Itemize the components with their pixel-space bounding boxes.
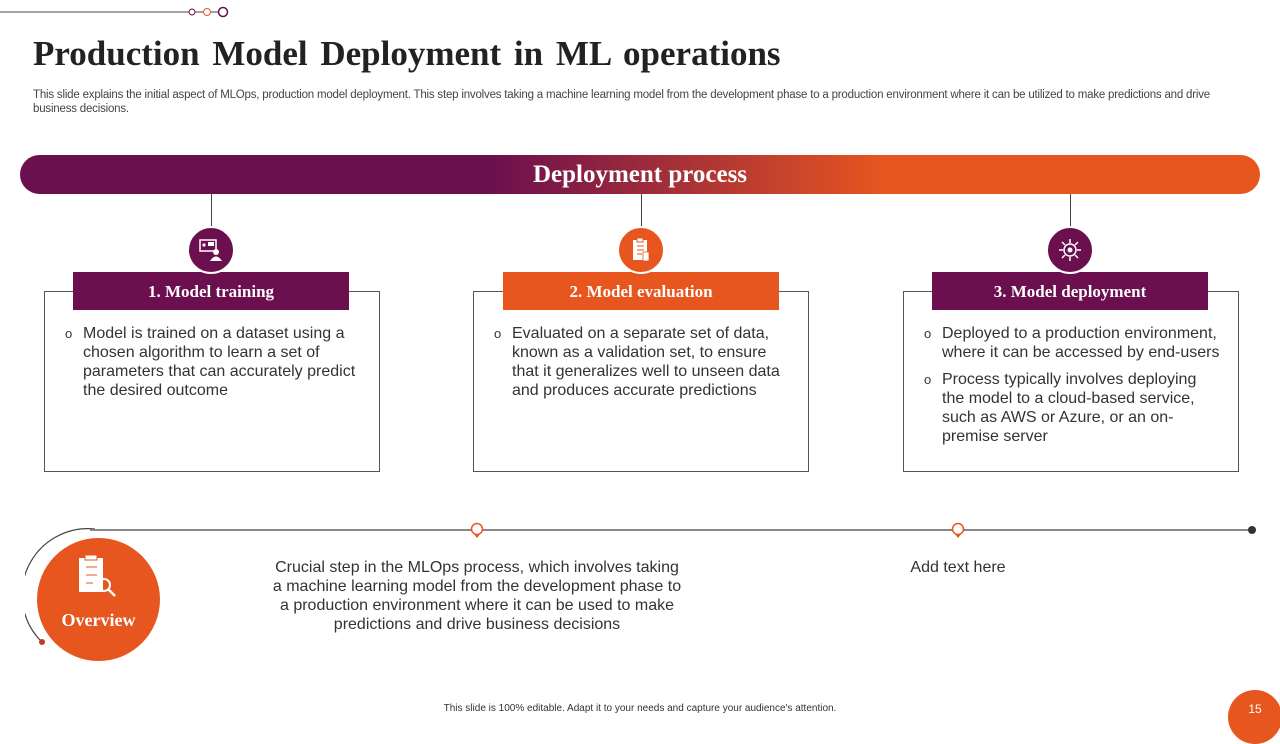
target-gear-icon xyxy=(1046,226,1094,274)
decorative-header-line xyxy=(0,6,229,18)
map-pin-icon xyxy=(470,522,484,538)
connector-line xyxy=(211,194,212,226)
deployment-process-banner: Deployment process xyxy=(20,155,1260,194)
connector-line xyxy=(641,194,642,226)
checklist-icon xyxy=(617,226,665,274)
bullet: Evaluated on a separate set of data, kno… xyxy=(494,324,790,400)
overview-label: Overview xyxy=(61,610,136,630)
step-card-model-training: Model is trained on a dataset using a ch… xyxy=(44,291,380,472)
placeholder-text: Add text here xyxy=(910,559,1006,576)
timeline-line xyxy=(90,529,1252,531)
bullet: Model is trained on a dataset using a ch… xyxy=(65,324,361,400)
overview-circle: Overview xyxy=(37,538,160,661)
bullet: Deployed to a production environment, wh… xyxy=(924,324,1220,362)
page-title: Production Model Deployment in ML operat… xyxy=(33,34,781,73)
timeline-end-dot xyxy=(1248,526,1256,534)
step-card-model-deployment: Deployed to a production environment, wh… xyxy=(903,291,1239,472)
overview-description: Crucial step in the MLOps process, which… xyxy=(272,559,682,633)
bullet: Process typically involves deploying the… xyxy=(924,370,1220,446)
presentation-user-icon xyxy=(187,226,235,274)
page-number: 15 xyxy=(1228,690,1280,744)
step-title: 2. Model evaluation xyxy=(503,272,779,310)
connector-line xyxy=(1070,194,1071,226)
page-subtitle: This slide explains the initial aspect o… xyxy=(33,89,1210,115)
footer-note: This slide is 100% editable. Adapt it to… xyxy=(443,703,837,714)
overview-arc xyxy=(25,528,96,645)
map-pin-icon xyxy=(951,522,965,538)
step-title: 1. Model training xyxy=(73,272,349,310)
step-title: 3. Model deployment xyxy=(932,272,1208,310)
step-card-model-evaluation: Evaluated on a separate set of data, kno… xyxy=(473,291,809,472)
checklist-search-icon xyxy=(79,554,116,597)
